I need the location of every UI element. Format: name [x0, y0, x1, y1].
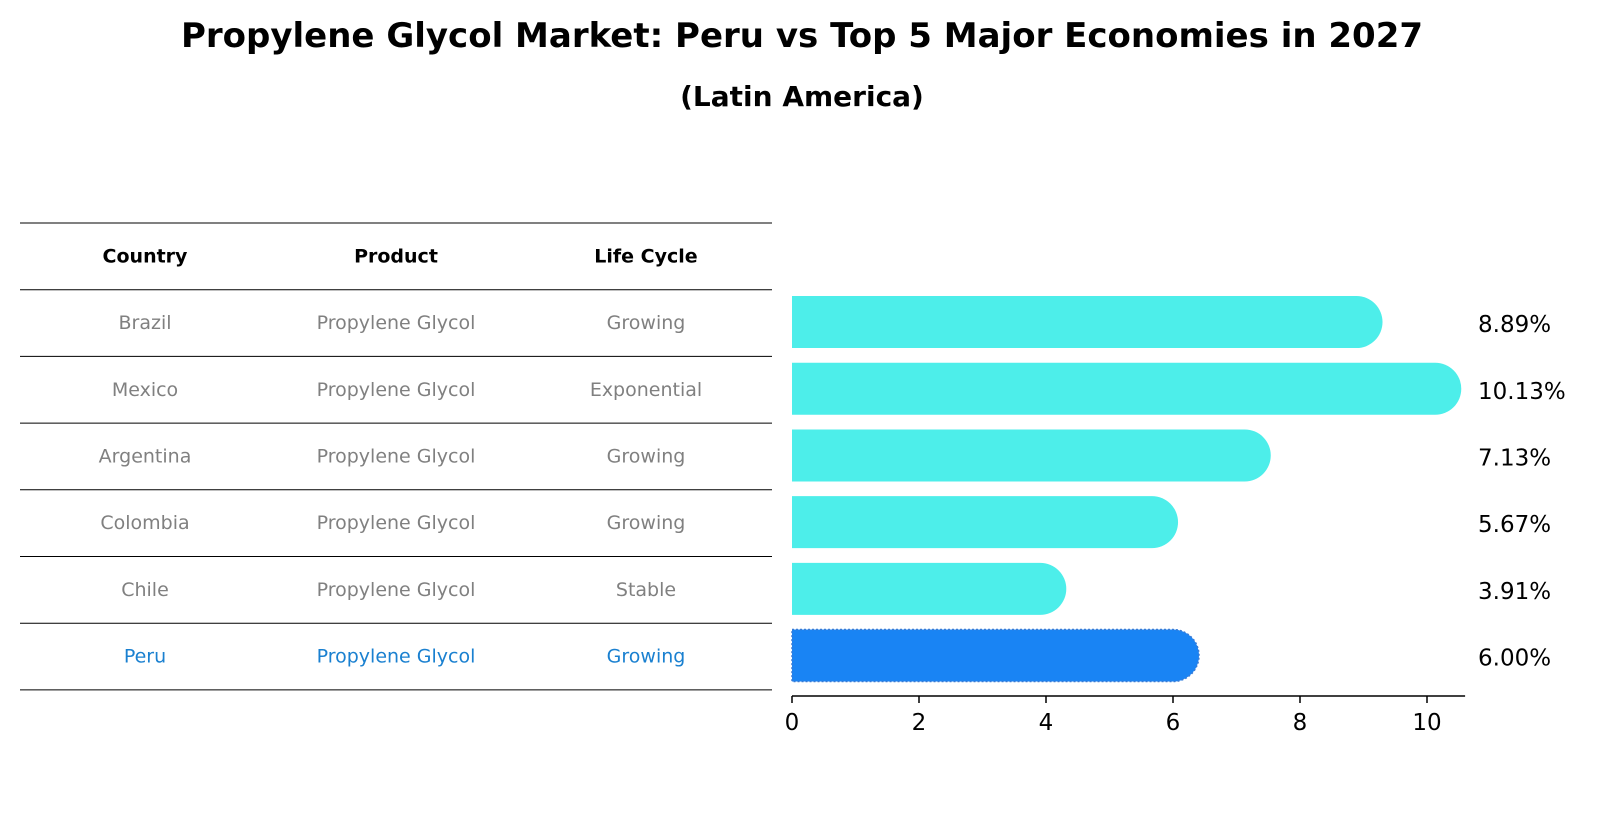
bar: [792, 496, 1179, 549]
bar-value-label: 5.67%: [1478, 512, 1551, 538]
table-cell: Exponential: [590, 379, 702, 401]
table-cell: Brazil: [118, 312, 171, 334]
bar-value-label: 7.13%: [1478, 445, 1551, 471]
bar: [792, 362, 1462, 415]
chart-title: Propylene Glycol Market: Peru vs Top 5 M…: [180, 16, 1424, 56]
table-cell: Mexico: [112, 379, 178, 401]
bar-value-label: 10.13%: [1478, 379, 1566, 405]
table-cell-highlight: Propylene Glycol: [317, 646, 476, 668]
x-tick-label: 8: [1293, 710, 1308, 736]
table-cell-highlight: Peru: [124, 646, 166, 668]
table-cell: Growing: [607, 512, 686, 534]
chart-subtitle: (Latin America): [680, 80, 924, 113]
x-tick-label: 10: [1412, 710, 1441, 736]
table-cell: Propylene Glycol: [317, 312, 476, 334]
table-header-cell: Life Cycle: [594, 245, 697, 267]
bar-value-label: 6.00%: [1478, 646, 1551, 672]
bar-value-label: 8.89%: [1478, 312, 1551, 338]
table-cell: Propylene Glycol: [317, 512, 476, 534]
table-cell: Propylene Glycol: [317, 379, 476, 401]
bar: [792, 429, 1271, 482]
bar-value-label: 3.91%: [1478, 579, 1551, 605]
table-cell: Growing: [607, 312, 686, 334]
x-tick-label: 6: [1166, 710, 1181, 736]
table-cell-highlight: Growing: [607, 646, 686, 668]
table-cell: Growing: [607, 445, 686, 467]
bar: [792, 296, 1383, 349]
x-tick-label: 2: [912, 710, 927, 736]
bar-highlight: [791, 628, 1200, 683]
x-tick-label: 0: [785, 710, 800, 736]
table-cell: Argentina: [99, 445, 192, 467]
table-cell: Chile: [121, 579, 169, 601]
table-cell: Propylene Glycol: [317, 445, 476, 467]
x-tick-label: 4: [1039, 710, 1054, 736]
table-header-cell: Country: [103, 245, 189, 267]
table-cell: Stable: [616, 579, 676, 601]
table-cell: Colombia: [100, 512, 189, 534]
table-cell: Propylene Glycol: [317, 579, 476, 601]
table-header-cell: Product: [354, 245, 438, 267]
bar: [792, 562, 1067, 615]
